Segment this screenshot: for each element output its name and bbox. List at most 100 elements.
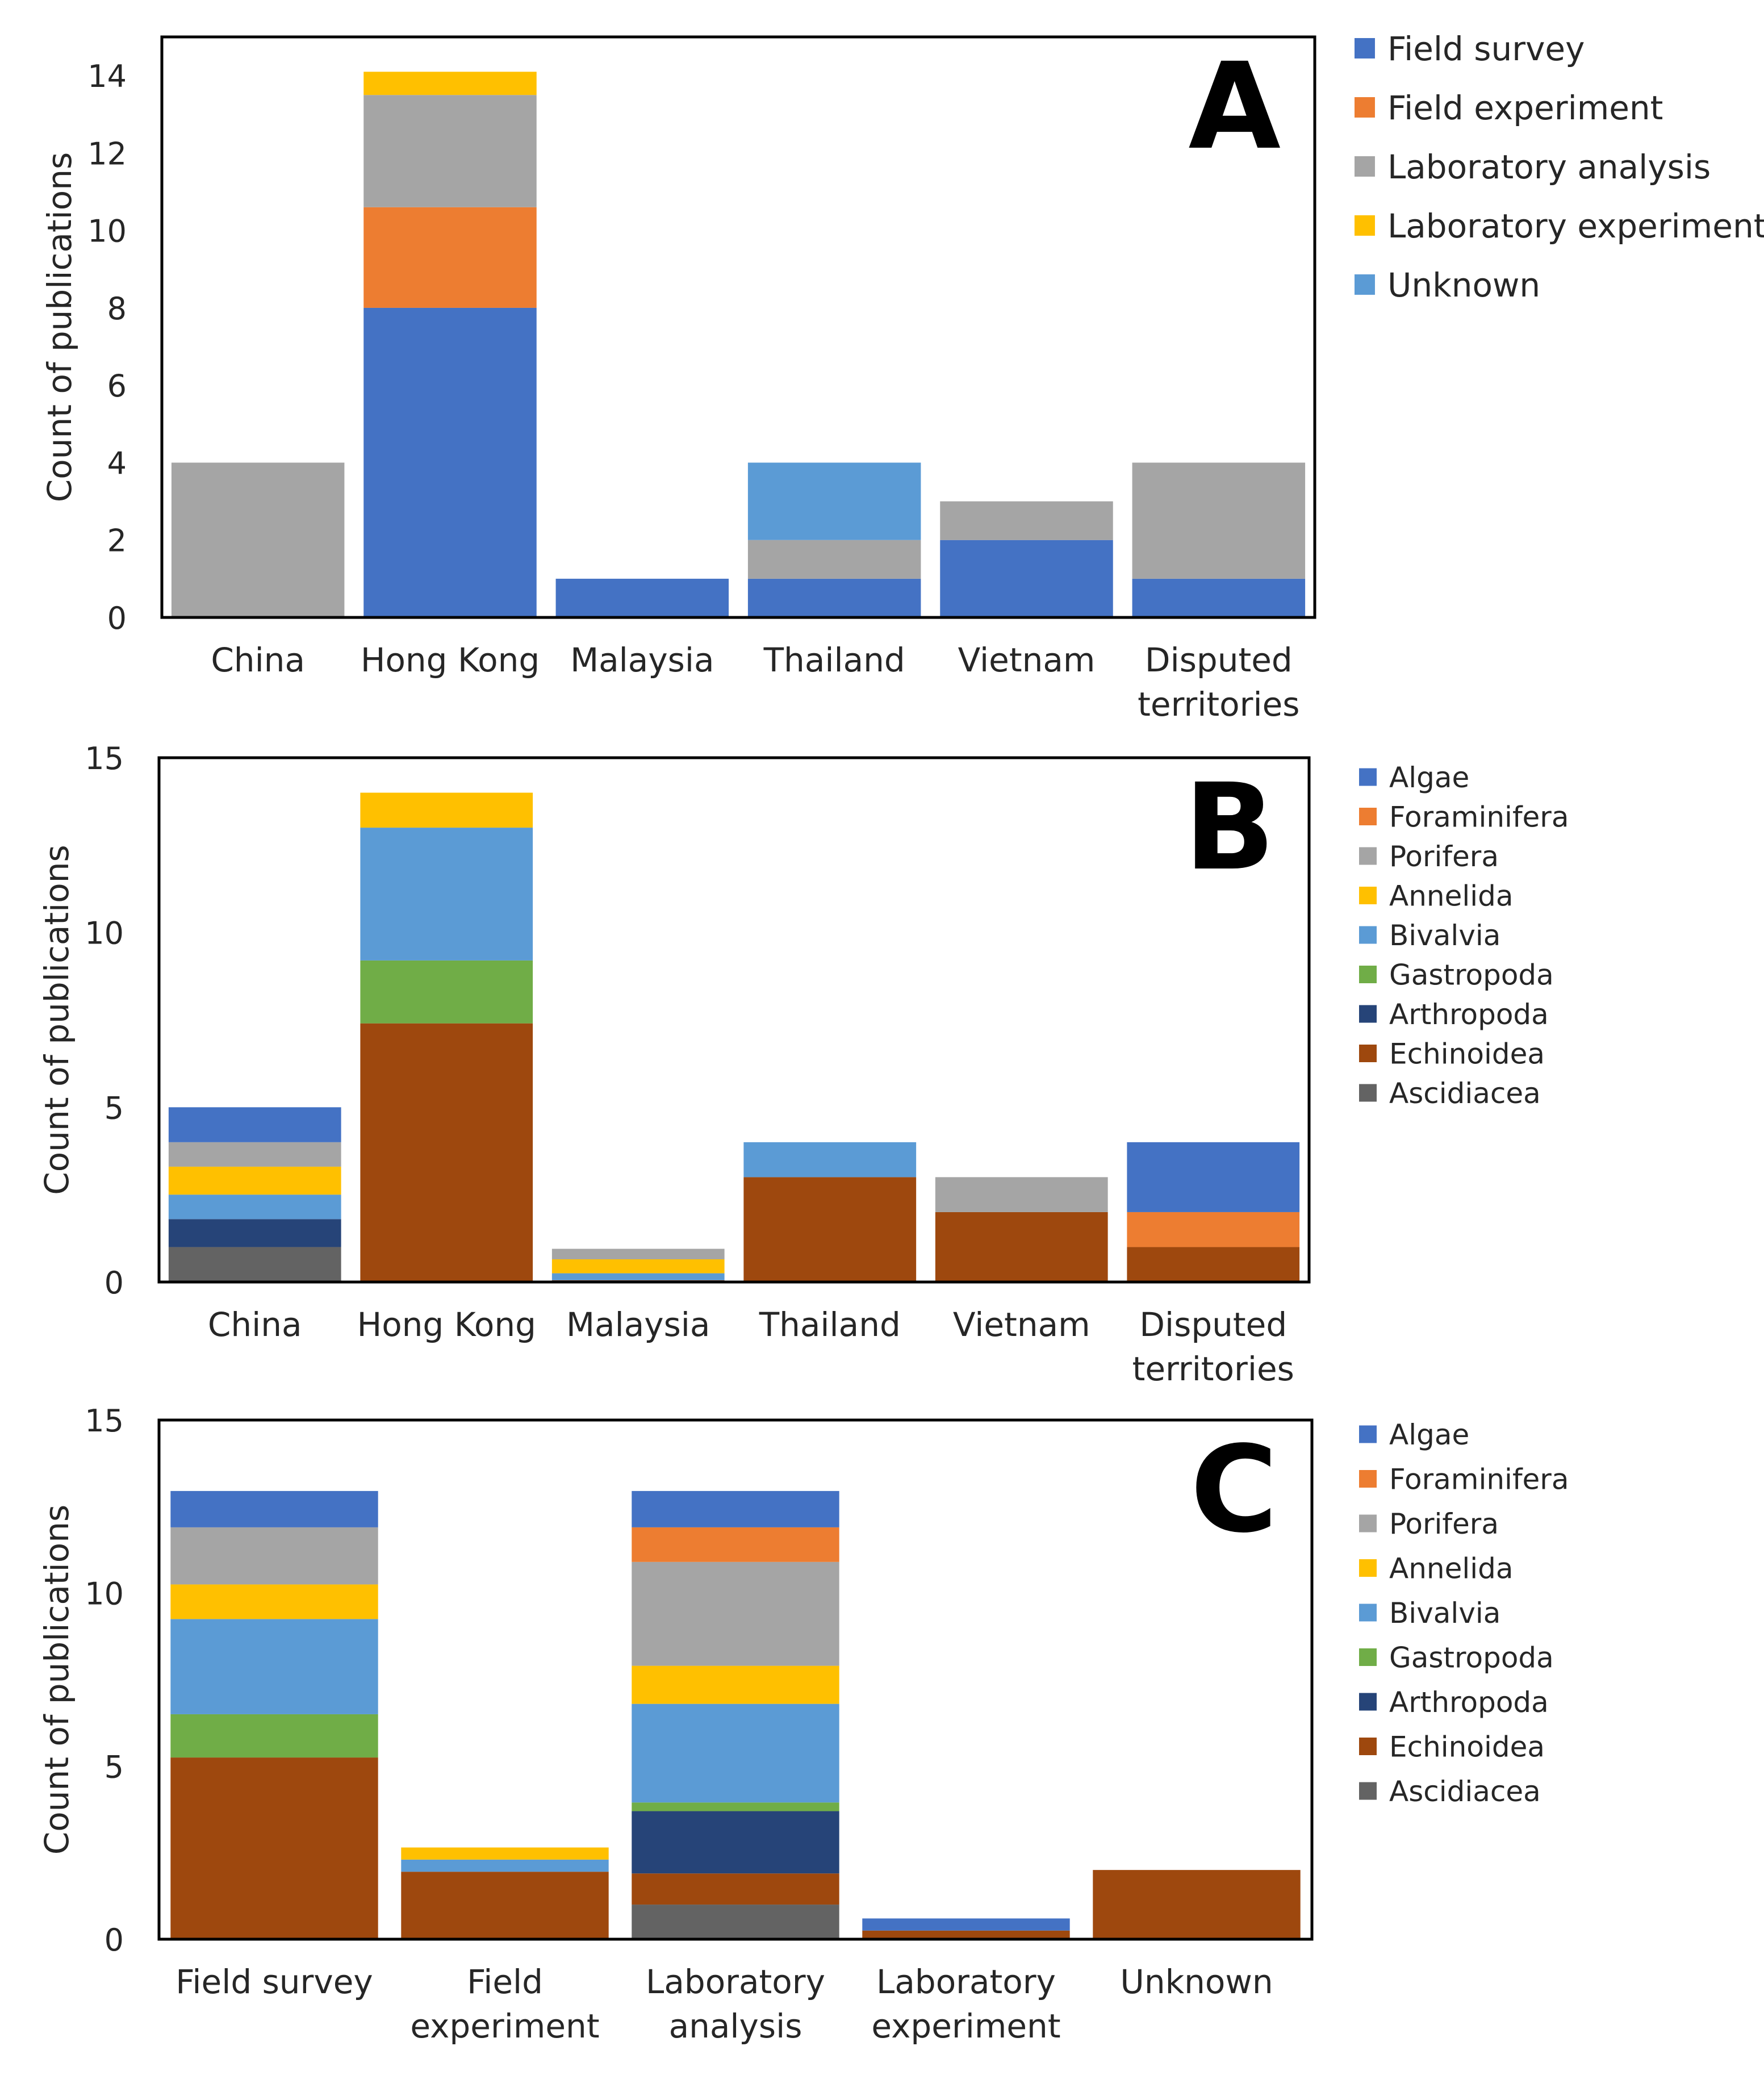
legend-swatch <box>1359 1604 1377 1622</box>
bar-segment <box>551 1259 725 1273</box>
bar-segment <box>632 1703 839 1803</box>
bar-segment <box>360 960 533 1024</box>
x-tick-label: Thailand <box>759 1305 901 1344</box>
bar-segment <box>632 1527 839 1562</box>
legend-swatch <box>1359 887 1377 904</box>
bar-segment <box>363 72 537 95</box>
x-tick-label: China <box>211 641 305 679</box>
y-axis-label: Count of publications <box>40 152 79 502</box>
bar-segment <box>1127 1212 1300 1247</box>
legend-swatch <box>1359 1648 1377 1666</box>
legend-label: Laboratory analysis <box>1387 148 1711 186</box>
x-tick-label: Laboratory <box>646 1962 825 2001</box>
bar-segment <box>360 1023 533 1282</box>
bar-segment <box>632 1490 839 1527</box>
bar-segment <box>632 1802 839 1811</box>
x-tick-label: Disputed <box>1139 1305 1287 1344</box>
legend-swatch <box>1359 1005 1377 1023</box>
bar-segment <box>168 1219 341 1247</box>
legend-swatch <box>1355 274 1375 295</box>
chart-panel-b: 0 5 10 15 Count of publications China Hong Kon… <box>37 741 1569 1388</box>
x-tick-label: China <box>208 1305 302 1344</box>
legend-label: Foraminifera <box>1389 801 1569 834</box>
x-tick-label: territories <box>1138 685 1299 724</box>
bar-segment <box>632 1561 839 1666</box>
bar-segment <box>743 1142 917 1177</box>
bar-segment <box>862 1930 1070 1939</box>
bar-segment <box>363 95 537 207</box>
legend-swatch <box>1359 1559 1377 1577</box>
bar-segment <box>632 1811 839 1874</box>
legend: Algae Foraminifera Porifera Annelida Bivalvi… <box>1359 1418 1569 1808</box>
legend-swatch <box>1359 1425 1377 1443</box>
x-tick-label: Disputed <box>1145 641 1293 679</box>
bar-segment <box>632 1665 839 1704</box>
y-tick-label: 0 <box>107 600 127 636</box>
bar-segment <box>363 207 537 308</box>
y-tick-label: 10 <box>85 1576 124 1612</box>
bar-segment <box>747 462 921 540</box>
legend-swatch <box>1359 926 1377 944</box>
legend-label: Bivalvia <box>1389 919 1500 952</box>
legend-swatch <box>1359 1693 1377 1711</box>
legend-swatch <box>1359 1514 1377 1533</box>
y-tick-label: 0 <box>104 1265 124 1301</box>
legend-label: Porifera <box>1389 1508 1499 1540</box>
bar-segment <box>940 501 1113 540</box>
x-tick-label: analysis <box>669 2007 802 2045</box>
chart-panel-c: 0 5 10 15 Count of publications Field survey F… <box>37 1403 1569 2045</box>
bar-segment <box>555 578 729 617</box>
legend-label: Field experiment <box>1387 89 1663 127</box>
legend-swatch <box>1359 847 1377 865</box>
bar-segment <box>401 1847 609 1860</box>
bar-segment <box>632 1873 839 1905</box>
bar-segment <box>401 1859 609 1872</box>
bar-segment <box>170 1757 378 1939</box>
y-tick-label: 5 <box>104 1090 124 1126</box>
legend-label: Algae <box>1389 1418 1469 1451</box>
x-tick-label: Field survey <box>175 1962 373 2001</box>
x-tick-label: experiment <box>410 2007 599 2045</box>
legend-swatch <box>1359 768 1377 786</box>
chart-panel-a: 0 2 4 6 8 10 12 14 Count of publications China Hon… <box>40 30 1764 724</box>
legend-label: Arthropoda <box>1389 998 1549 1031</box>
legend-swatch <box>1359 966 1377 983</box>
bar-segment <box>935 1177 1108 1212</box>
y-axis-label: Count of publications <box>37 1505 76 1855</box>
bar-segment <box>1132 462 1306 579</box>
bar-segment <box>862 1918 1070 1931</box>
legend-label: Porifera <box>1389 840 1499 873</box>
legend: Algae Foraminifera Porifera Annelida Bivalvi… <box>1359 761 1569 1110</box>
bar-segment <box>168 1166 341 1195</box>
y-tick-label: 2 <box>107 523 127 559</box>
bar-segment <box>168 1195 341 1220</box>
legend-label: Annelida <box>1389 880 1514 913</box>
bar-segment <box>935 1212 1108 1282</box>
plot-frame <box>157 1418 1314 1941</box>
bar-segment <box>360 792 533 828</box>
bar-segment <box>170 1584 378 1619</box>
legend-label: Foraminifera <box>1389 1463 1569 1496</box>
legend-label: Ascidiacea <box>1389 1775 1541 1808</box>
legend-label: Arthropoda <box>1389 1686 1549 1719</box>
y-tick-label: 4 <box>107 445 127 481</box>
legend-label: Bivalvia <box>1389 1597 1500 1630</box>
x-tick-label: Unknown <box>1120 1962 1273 2001</box>
legend-label: Unknown <box>1387 266 1540 304</box>
x-tick-label: Malaysia <box>566 1305 710 1344</box>
plot-frame <box>160 35 1316 619</box>
bar-segment <box>168 1142 341 1167</box>
bar-segment <box>551 1273 725 1280</box>
bar-segment <box>747 578 921 617</box>
bar-segment <box>171 462 345 617</box>
bar-segment <box>551 1248 725 1260</box>
y-tick-label: 0 <box>104 1922 124 1958</box>
x-tick-label: Hong Kong <box>361 641 540 679</box>
x-tick-label: Vietnam <box>958 641 1096 679</box>
legend-swatch <box>1359 1470 1377 1488</box>
panel-label: A <box>1188 37 1281 176</box>
legend-label: Gastropoda <box>1389 1642 1554 1675</box>
panel-label: C <box>1190 1420 1278 1559</box>
y-tick-label: 14 <box>87 59 127 94</box>
